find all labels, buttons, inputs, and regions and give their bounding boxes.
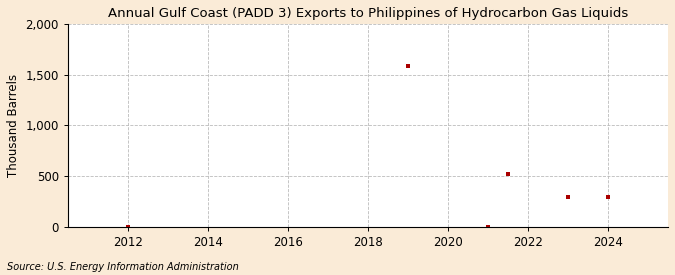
Y-axis label: Thousand Barrels: Thousand Barrels — [7, 74, 20, 177]
Text: Source: U.S. Energy Information Administration: Source: U.S. Energy Information Administ… — [7, 262, 238, 272]
Title: Annual Gulf Coast (PADD 3) Exports to Philippines of Hydrocarbon Gas Liquids: Annual Gulf Coast (PADD 3) Exports to Ph… — [108, 7, 628, 20]
